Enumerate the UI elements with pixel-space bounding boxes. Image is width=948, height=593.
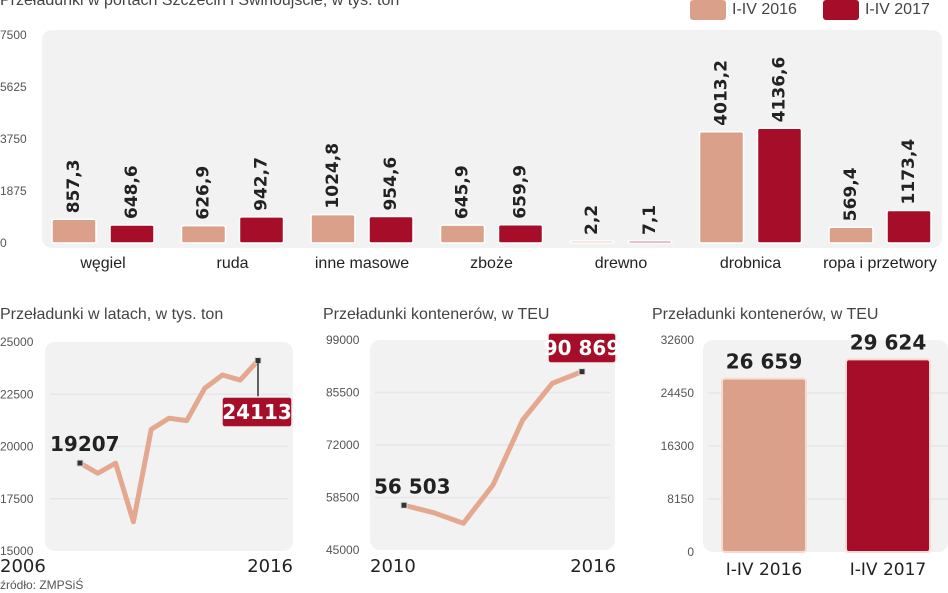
x-tick-label: 2016: [570, 556, 616, 577]
y-tick-label: 58500: [326, 491, 360, 505]
category-label: I-IV 2016: [726, 560, 802, 580]
category-label: drewno: [595, 255, 648, 272]
y-tick-label: 85500: [326, 386, 360, 400]
y-tick-label: 24450: [661, 386, 695, 400]
data-line: [403, 369, 583, 526]
yearly-chart-title: Przeładunki w latach, w tys. ton: [0, 306, 224, 323]
y-tick-label: 22500: [0, 387, 34, 401]
y-tick-label: 3750: [0, 132, 27, 146]
bar-2017: [886, 209, 932, 244]
category-label: węgiel: [79, 255, 125, 272]
end-value-badge: [547, 332, 617, 364]
data-label: 942,7: [252, 157, 272, 211]
bar: [721, 377, 807, 554]
source-note: źródło: ZMPSiŚ: [0, 578, 84, 592]
y-tick-label: 25000: [0, 335, 34, 349]
data-label: 2,2: [582, 205, 602, 235]
x-tick-label: 2006: [0, 556, 46, 577]
y-tick-label: 16300: [661, 439, 695, 453]
main-chart-title: Przeładunki w portach Szczecin i Świnouj…: [0, 0, 400, 9]
bar-2017: [627, 240, 673, 244]
data-point: [400, 501, 408, 509]
category-label: ruda: [216, 255, 248, 272]
category-label: ropa i przetwory: [823, 255, 937, 272]
bar-2016: [698, 130, 745, 244]
bar-2017: [109, 224, 155, 244]
data-label: 659,9: [511, 165, 531, 219]
data-label: 4013,2: [712, 60, 732, 126]
plot-background: [42, 30, 942, 248]
data-point: [76, 459, 84, 467]
y-tick-label: 1875: [0, 184, 27, 198]
bar-2017: [756, 127, 803, 244]
x-tick-label: 2010: [370, 556, 416, 577]
end-value-label: 90 869: [544, 336, 621, 360]
category-label: zboże: [470, 255, 513, 272]
y-tick-label: 7500: [0, 28, 27, 42]
legend-swatch-2016: [690, 0, 726, 20]
legend: I-IV 2016 I-IV 2017: [690, 0, 930, 20]
data-label: 7,1: [640, 205, 660, 235]
data-label: 857,3: [64, 159, 84, 213]
data-label: 645,9: [453, 165, 473, 219]
data-label: 1173,4: [899, 139, 919, 205]
y-tick-label: 17500: [0, 492, 34, 506]
data-label: 626,9: [194, 166, 214, 220]
bar-2017: [238, 216, 285, 244]
y-tick-label: 8150: [667, 492, 694, 506]
bar-2016: [828, 226, 874, 244]
category-label: I-IV 2017: [850, 560, 926, 580]
bar-2016: [180, 224, 227, 244]
container-line-chart-title: Przeładunki kontenerów, w TEU: [323, 306, 550, 323]
container-bar-chart-title: Przeładunki kontenerów, w TEU: [652, 306, 879, 323]
bar-2017: [368, 215, 414, 244]
data-label: 648,6: [122, 165, 142, 219]
data-label: 954,6: [381, 157, 401, 211]
y-tick-label: 99000: [326, 333, 360, 347]
legend-swatch-2017: [822, 0, 859, 20]
y-tick-label: 0: [0, 236, 7, 250]
bar-2016: [310, 213, 356, 244]
y-tick-label: 15000: [0, 544, 34, 558]
end-value-label: 24113: [222, 400, 292, 424]
y-tick-label: 20000: [0, 440, 34, 454]
category-label: inne masowe: [315, 255, 409, 272]
data-line: [78, 358, 260, 525]
bar-2016: [51, 218, 97, 244]
y-tick-label: 5625: [0, 80, 27, 94]
y-tick-label: 45000: [326, 543, 360, 557]
data-label: 26 659: [726, 350, 803, 374]
data-label: 569,4: [841, 167, 861, 221]
legend-label-2017: I-IV 2017: [864, 1, 930, 18]
start-value-label: 56 503: [374, 474, 451, 498]
bar-2016: [569, 240, 615, 244]
legend-label-2016: I-IV 2016: [732, 1, 797, 18]
category-label: drobnica: [720, 255, 781, 272]
bar-2016: [439, 224, 486, 244]
y-tick-label: 32600: [661, 333, 695, 347]
x-tick-label: 2016: [247, 556, 293, 577]
end-value-badge: [221, 396, 293, 428]
data-label: 4136,6: [770, 57, 790, 123]
y-tick-label: 72000: [326, 438, 360, 452]
data-point: [578, 368, 586, 376]
bar: [845, 358, 931, 553]
start-value-label: 19207: [50, 432, 120, 456]
data-label: 29 624: [850, 330, 927, 354]
bar-2017: [497, 223, 544, 244]
data-label: 1024,8: [323, 143, 343, 209]
y-tick-label: 0: [687, 545, 694, 559]
